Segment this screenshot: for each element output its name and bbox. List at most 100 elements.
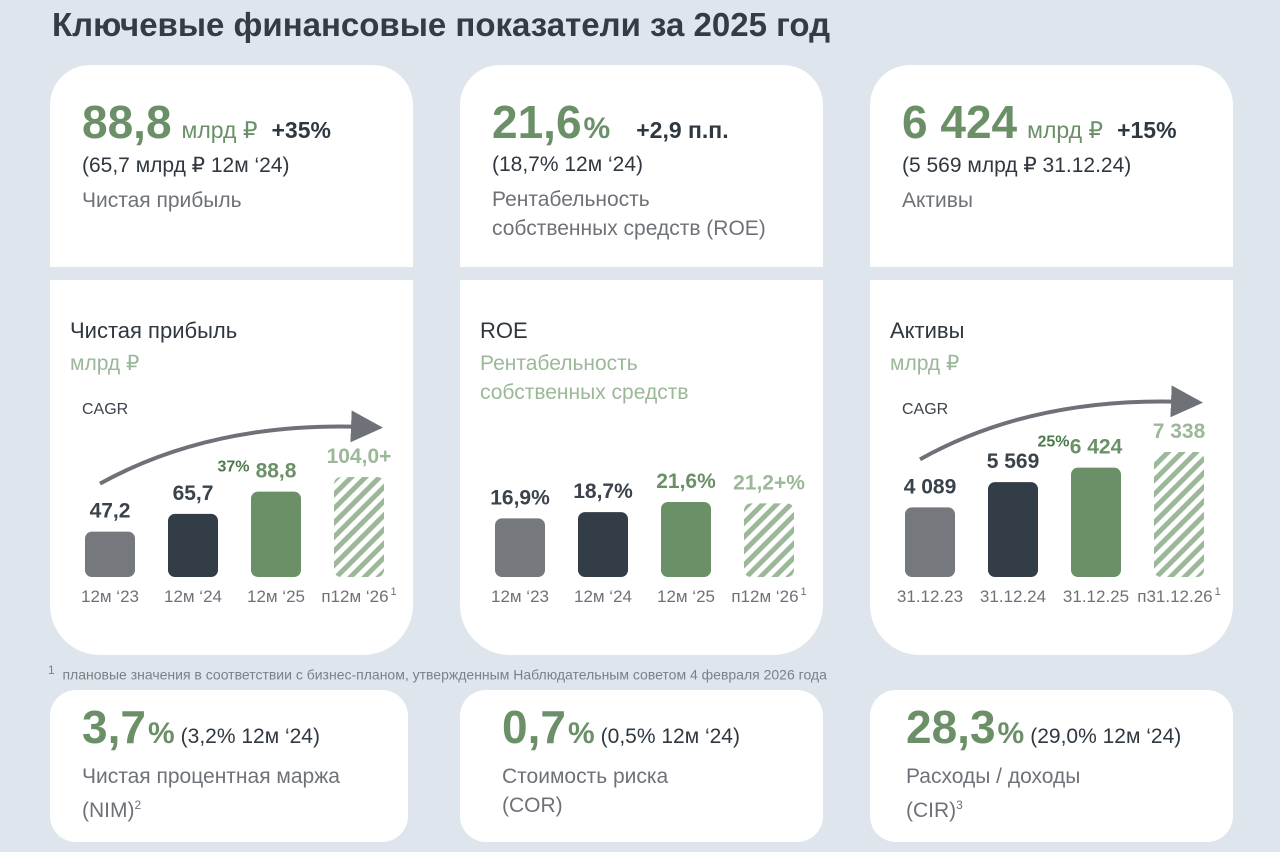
chart-subtitle: собственных средств (480, 381, 688, 404)
kpi-label: Расходы / доходы (CIR)3 (906, 762, 1233, 825)
bar (1071, 467, 1121, 577)
cagr-label: CAGR (82, 401, 128, 418)
category-label: п12м ‘26 1 (731, 586, 806, 606)
kpi-previous: (0,5% 12м ‘24) (600, 725, 740, 748)
chart-title: ROE (480, 318, 528, 343)
value-label: 88,8 (256, 460, 297, 483)
category-text: п12м ‘26 (321, 587, 388, 606)
bar (495, 518, 545, 577)
chart-card: Чистая прибыль млрд ₽ 47,2 12м ‘23 65,7 12м ‘… (50, 280, 413, 655)
kpi-value: 3,7 (82, 701, 146, 753)
category-text: 31.12.23 (897, 587, 963, 606)
category-text: 12м ‘23 (81, 587, 139, 606)
kpi-label-line: Рентабельность (492, 188, 650, 211)
value-label: 7 338 (1153, 420, 1206, 443)
kpi-unit: % (997, 717, 1025, 750)
kpi-value: 28,3 (906, 701, 996, 753)
kpi-label-line: Расходы / доходы (906, 765, 1081, 788)
chart-title: Активы (890, 318, 964, 343)
value-label: 65,7 (173, 482, 214, 505)
value-label: 6 424 (1070, 436, 1123, 459)
value-label: 104,0+ (327, 445, 392, 468)
kpi-unit: млрд ₽ (1027, 117, 1104, 143)
category-text: 12м ‘24 (574, 587, 632, 606)
note-mark: 2 (134, 798, 142, 812)
kpi-previous: (18,7% 12м ‘24) (492, 153, 644, 176)
cagr-value: 25% (1037, 434, 1069, 451)
kpi-label: Стоимость риска (COR) (502, 762, 823, 820)
bar (578, 512, 628, 577)
page-title: Ключевые финансовые показатели за 2025 г… (52, 6, 831, 43)
kpi-label: Чистая процентная маржа (NIM)2 (82, 762, 408, 825)
category-text: п12м ‘26 (731, 587, 798, 606)
kpi-card: 21,6% +2,9 п.п. (18,7% 12м ‘24) Рентабель… (460, 65, 823, 267)
value-label: 18,7% (573, 480, 633, 503)
kpi-label-line: (CIR) (906, 799, 957, 822)
kpi-card: 28,3% (29,0% 12м ‘24) Расходы / доходы (CI… (870, 690, 1233, 842)
kpi-label: Рентабельность собственных средств (ROE) (492, 185, 823, 243)
category-label: 12м ‘25 (247, 587, 305, 606)
category-label: п12м ‘26 1 (321, 586, 396, 606)
cagr-arrow (99, 410, 383, 486)
cagr-arrow (919, 385, 1203, 462)
kpi-unit: % (147, 717, 175, 750)
bar (85, 531, 135, 577)
bar (334, 477, 384, 577)
value-label: 5 569 (987, 450, 1040, 473)
cagr-value: 37% (217, 458, 249, 475)
bar (168, 513, 218, 577)
kpi-label-line: Чистая процентная маржа (82, 765, 340, 788)
chart-subtitle: млрд ₽ (70, 352, 139, 375)
category-text: 12м ‘23 (491, 587, 549, 606)
kpi-label-line: собственных средств (ROE) (492, 217, 766, 240)
category-note: 1 (801, 586, 807, 598)
bar (744, 503, 794, 577)
kpi-change: +35% (271, 117, 331, 143)
kpi-label-line: (CIR)3 (906, 791, 1233, 825)
footnote-mark: 1 (48, 663, 55, 677)
kpi-label-line: (NIM) (82, 799, 135, 822)
value-label: 16,9% (490, 486, 550, 509)
value-label: 21,6% (656, 470, 716, 493)
chart-title: Чистая прибыль (70, 318, 237, 343)
kpi-value: 21,6 (492, 96, 582, 148)
kpi-card: 0,7% (0,5% 12м ‘24) Стоимость риска (COR) (460, 690, 823, 842)
kpi-previous: (29,0% 12м ‘24) (1030, 725, 1182, 748)
kpi-value: 0,7 (502, 701, 566, 753)
chart: Активы млрд ₽ 4 089 31.12.23 5 569 31.12.24 6 … (890, 318, 1221, 606)
kpi-unit: млрд ₽ (181, 117, 258, 143)
kpi-label-line: Стоимость риска (502, 765, 669, 788)
category-label: 31.12.24 (980, 587, 1046, 606)
kpi-label: Чистая прибыль (82, 189, 242, 212)
category-label: 31.12.23 (897, 587, 963, 606)
kpi-unit: % (567, 717, 595, 750)
category-text: 31.12.25 (1063, 587, 1129, 606)
bar (988, 482, 1038, 577)
kpi-unit: % (583, 112, 611, 145)
cagr-label: CAGR (902, 401, 948, 418)
bar (905, 507, 955, 577)
category-label: 12м ‘23 (81, 587, 139, 606)
category-text: 12м ‘24 (164, 587, 222, 606)
value-label: 4 089 (904, 475, 957, 498)
kpi-change: +15% (1117, 117, 1177, 143)
chart: ROE Рентабельность собственных средств 16,9… (480, 318, 807, 606)
category-label: 31.12.25 (1063, 587, 1129, 606)
chart-card: ROE Рентабельность собственных средств 16,9… (460, 280, 823, 655)
category-text: 31.12.24 (980, 587, 1046, 606)
footnote-text: плановые значения в соответствии с бизне… (62, 666, 827, 683)
kpi-previous: (5 569 млрд ₽ 31.12.24) (902, 154, 1132, 177)
chart-card: Активы млрд ₽ 4 089 31.12.23 5 569 31.12.24 6 … (870, 280, 1233, 655)
bar (1154, 452, 1204, 577)
chart-subtitle: млрд ₽ (890, 352, 959, 375)
note-mark: 3 (956, 798, 963, 812)
bar (251, 491, 301, 577)
bar (661, 502, 711, 577)
kpi-label-line: (NIM)2 (82, 791, 408, 825)
chart-subtitle: Рентабельность (480, 352, 638, 375)
kpi-label-line: (COR) (502, 794, 563, 817)
value-label: 47,2 (90, 500, 131, 523)
kpi-previous: (3,2% 12м ‘24) (180, 725, 320, 748)
